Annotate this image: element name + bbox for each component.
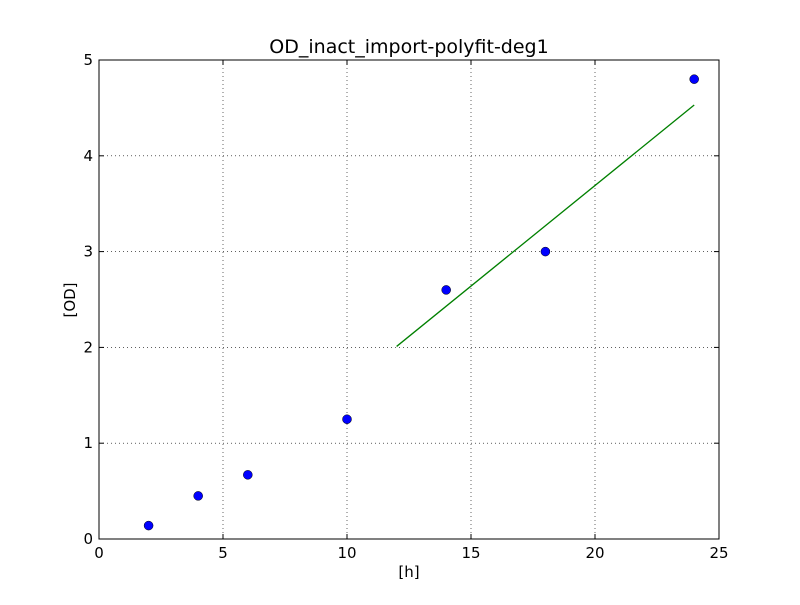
y-axis-label: [OD] <box>61 282 79 317</box>
data-point <box>342 414 352 424</box>
plot-frame <box>98 59 720 540</box>
data-point <box>689 74 699 84</box>
y-tick-label: 5 <box>83 51 93 69</box>
data-point <box>540 246 551 257</box>
y-tick-label: 4 <box>83 147 93 165</box>
axis-ticks: 0 5 10 15 20 25 0 1 2 3 4 5 <box>83 51 728 562</box>
x-tick-label: 10 <box>337 544 356 562</box>
x-tick-label: 15 <box>461 544 480 562</box>
x-axis-label: [h] <box>398 563 419 581</box>
y-tick-label: 1 <box>83 434 93 452</box>
x-tick-label: 25 <box>709 544 728 562</box>
y-tick-label: 0 <box>83 530 93 548</box>
data-series <box>143 74 699 531</box>
y-tick-label: 2 <box>83 338 93 356</box>
x-tick-label: 5 <box>218 544 228 562</box>
data-point <box>243 470 253 480</box>
data-point <box>193 491 203 501</box>
x-tick-label: 20 <box>585 544 604 562</box>
y-tick-label: 3 <box>83 243 93 261</box>
x-tick-label: 0 <box>94 544 104 562</box>
data-point <box>143 520 154 531</box>
chart-title: OD_inact_import-polyfit-deg1 <box>269 36 548 58</box>
fit-line <box>396 104 695 347</box>
data-point <box>441 285 451 295</box>
